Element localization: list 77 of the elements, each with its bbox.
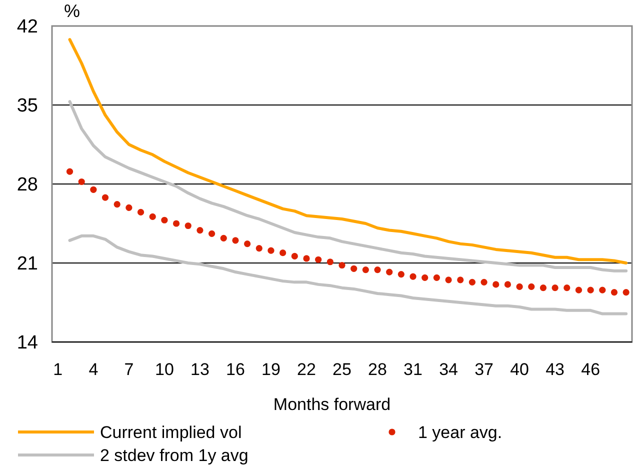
point: [315, 256, 322, 263]
point: [445, 276, 452, 284]
point: [268, 247, 274, 254]
point: [564, 284, 570, 292]
x-axis-title: Months forward: [273, 395, 391, 414]
point: [575, 286, 582, 294]
point: [622, 289, 630, 296]
point: [599, 286, 606, 294]
x-tick-label: 22: [297, 360, 316, 379]
point: [184, 222, 192, 230]
x-tick-label: 28: [368, 360, 387, 379]
x-tick-label: 7: [124, 360, 134, 379]
point: [468, 278, 476, 286]
point: [196, 226, 204, 234]
point: [398, 270, 404, 278]
legend-label: 1 year avg.: [418, 422, 502, 442]
y-tick-label: 28: [16, 174, 38, 196]
point: [410, 273, 416, 280]
x-tick-label: 10: [154, 360, 174, 379]
point: [492, 281, 500, 288]
x-tick-label: 4: [88, 360, 98, 379]
line-series: [68, 100, 628, 272]
x-tick-label: 37: [474, 360, 494, 379]
y-tick-label: 42: [16, 16, 38, 38]
point: [350, 265, 358, 272]
point: [516, 283, 523, 290]
legend-label: 2 stdev from 1y avg: [100, 446, 248, 465]
point: [244, 240, 251, 248]
x-tick-label: 19: [262, 360, 280, 379]
point: [90, 186, 97, 193]
x-tick-label: 31: [404, 360, 422, 379]
line-series: [68, 234, 628, 316]
y-tick-label: 14: [16, 332, 38, 354]
x-tick-label: 46: [581, 360, 600, 379]
point: [386, 268, 393, 276]
point: [161, 216, 168, 224]
point: [552, 284, 558, 292]
point: [610, 289, 618, 296]
x-tick-label: 40: [510, 360, 530, 379]
point: [326, 258, 334, 266]
point: [528, 283, 535, 290]
x-tick-label: 25: [332, 360, 352, 379]
point: [102, 194, 109, 201]
point: [126, 204, 132, 211]
line-series: [68, 38, 628, 264]
point: [433, 274, 440, 281]
point: [149, 213, 156, 220]
point: [422, 274, 428, 281]
point: [540, 284, 547, 292]
point: [362, 266, 369, 274]
point: [256, 245, 262, 252]
x-tick-label: 43: [546, 360, 565, 379]
x-tick-label: 13: [190, 360, 210, 379]
point: [338, 262, 346, 269]
point: [457, 276, 464, 284]
y-tick-label: 21: [16, 254, 38, 275]
point: [137, 208, 144, 216]
point: [172, 220, 180, 227]
x-tick-label: 1: [53, 360, 63, 379]
point: [587, 286, 594, 294]
point: [220, 234, 227, 242]
point: [280, 250, 286, 256]
point: [208, 230, 216, 237]
point: [78, 178, 85, 186]
point: [66, 168, 74, 175]
legend-label: Current implied vol: [100, 422, 242, 442]
point: [232, 237, 239, 244]
point: [504, 281, 512, 288]
point: [480, 278, 488, 286]
x-tick-label: 16: [226, 360, 245, 379]
y-axis-title: %: [64, 1, 80, 21]
y-tick-label: 35: [16, 96, 38, 117]
point: [114, 201, 120, 208]
point: [374, 266, 381, 274]
x-tick-label: 34: [439, 360, 458, 379]
point: [303, 255, 310, 262]
point: [291, 252, 298, 260]
